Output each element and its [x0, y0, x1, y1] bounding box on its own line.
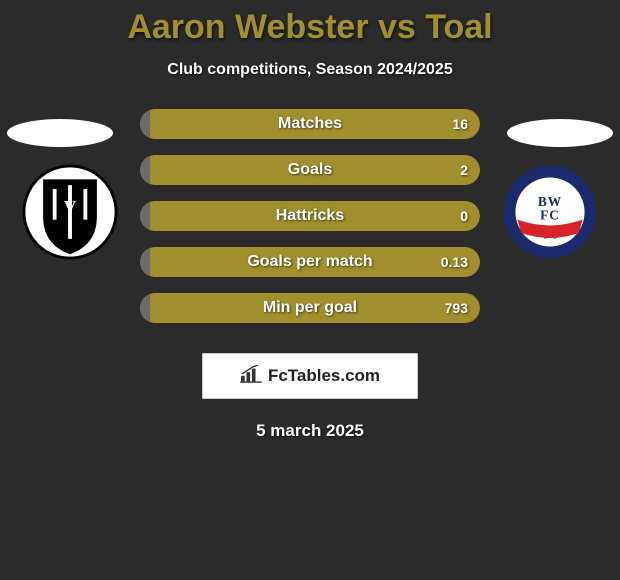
stat-bar: Hattricks0 — [140, 201, 480, 231]
svg-text:FC: FC — [540, 208, 560, 223]
stat-label: Min per goal — [140, 293, 480, 323]
bar-chart-icon — [240, 365, 262, 388]
brand-badge[interactable]: FcTables.com — [202, 353, 418, 399]
stat-value-right: 16 — [440, 109, 480, 139]
club-crest-left: V — [22, 164, 118, 260]
player-right-photo-placeholder — [507, 119, 613, 147]
page-title: Aaron Webster vs Toal — [0, 0, 620, 47]
stat-label: Matches — [140, 109, 480, 139]
player-left-photo-placeholder — [7, 119, 113, 147]
brand-text: FcTables.com — [268, 366, 380, 386]
stat-label: Goals — [140, 155, 480, 185]
stat-bars: Matches16 Goals2 Hattricks0 Goals per match… — [140, 109, 480, 339]
stat-value-right: 2 — [448, 155, 480, 185]
club-crest-right: BW FC — [502, 164, 598, 260]
stat-bar: Goals per match0.13 — [140, 247, 480, 277]
stat-value-right: 0 — [448, 201, 480, 231]
svg-text:V: V — [64, 197, 77, 216]
stat-value-right: 793 — [433, 293, 480, 323]
stat-bar: Matches16 — [140, 109, 480, 139]
stat-bar: Min per goal793 — [140, 293, 480, 323]
date-text: 5 march 2025 — [0, 421, 620, 441]
subtitle: Club competitions, Season 2024/2025 — [0, 61, 620, 79]
stat-bar: Goals2 — [140, 155, 480, 185]
stat-label: Hattricks — [140, 201, 480, 231]
comparison-area: V BW FC Matches16 Goals2 Hattricks0 Goals p… — [0, 109, 620, 339]
stat-value-right: 0.13 — [429, 247, 480, 277]
